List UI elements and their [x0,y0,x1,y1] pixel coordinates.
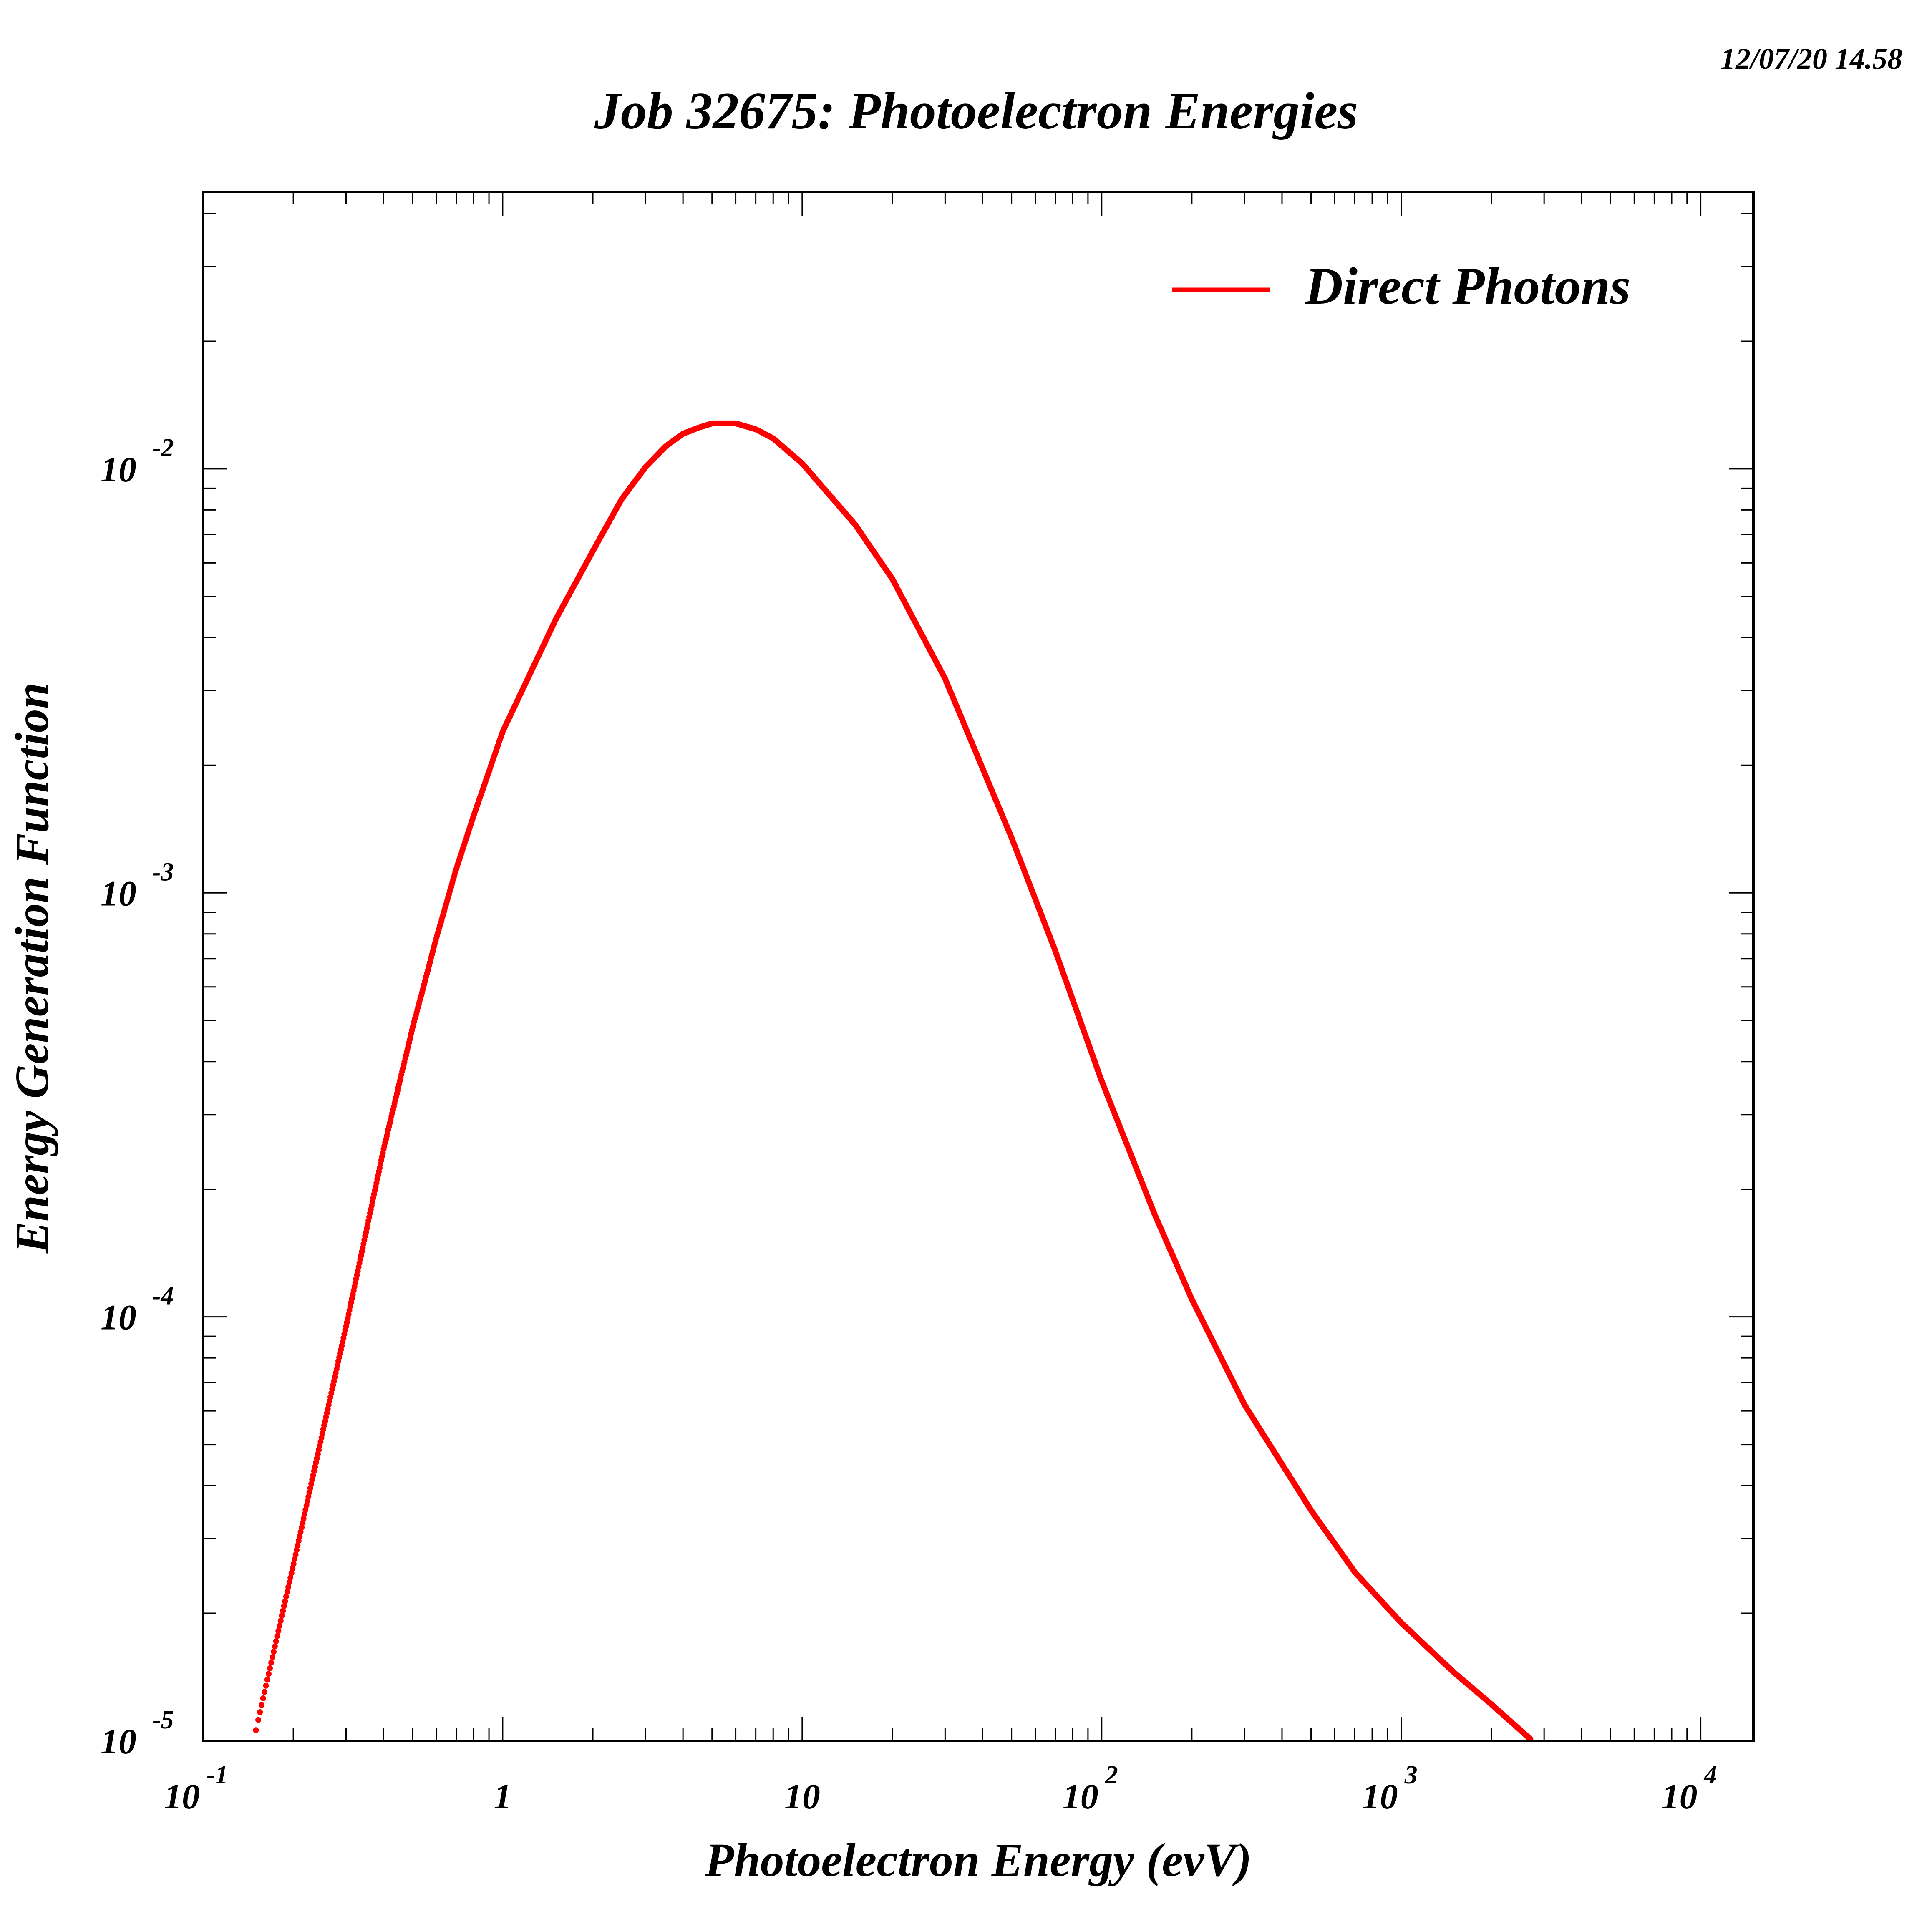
data-point [302,1511,307,1517]
data-point [283,1593,289,1599]
data-point [275,1628,282,1634]
data-point [277,1623,283,1629]
data-point [303,1502,310,1509]
data-point [264,1677,270,1683]
legend: Direct Photons [1172,257,1631,315]
axis-ticks [202,192,1753,1742]
y-tick-label-exponent: -4 [152,1282,174,1310]
data-point [299,1524,305,1531]
data-point [300,1520,306,1526]
x-tick-label-base: 10 [1063,1776,1098,1816]
data-point [266,1671,272,1677]
data-point [272,1643,278,1650]
y-tick-label-base: 10 [101,873,136,913]
x-tick-label-base: 10 [1362,1776,1398,1816]
y-tick-label-exponent: -5 [152,1706,174,1734]
data-point [274,1633,280,1639]
y-tick-label-base: 10 [101,1721,136,1761]
data-point [282,1598,288,1604]
data-point [260,1695,266,1701]
data-point [297,1533,303,1539]
data-point [280,1608,286,1614]
timestamp: 12/07/20 14.58 [1720,42,1902,76]
y-tick-label: 10 -5 [101,1706,174,1761]
data-point [286,1579,292,1585]
x-tick-label-base: 1 [494,1776,511,1816]
x-tick-label-base: 10 [1662,1776,1698,1816]
x-tick-label-exponent: 4 [1704,1761,1717,1789]
legend-label-direct-photons: Direct Photons [1305,257,1631,315]
data-point [292,1556,298,1562]
data-point [297,1529,304,1535]
series-direct-photons [253,420,1534,1742]
plot-frame [202,191,1755,1742]
y-tick-label-exponent: -3 [152,858,174,886]
data-point [292,1551,299,1558]
data-point [277,1618,284,1624]
data-point [284,1589,290,1595]
x-axis-label: Photoelectron Energy (evV) [705,1833,1252,1886]
data-point [259,1702,265,1708]
x-tick-label: 103 [1362,1761,1418,1816]
data-point [287,1574,294,1581]
plot-content [253,420,1534,1742]
data-point [253,1727,259,1733]
x-tick-label-exponent: 2 [1105,1761,1118,1789]
data-point [281,1603,287,1609]
x-tick-label-base: 10 [164,1776,200,1816]
y-tick-label-exponent: -2 [152,434,174,462]
data-point [271,1649,277,1655]
data-point [279,1613,285,1619]
y-tick-label-base: 10 [101,1297,136,1337]
data-point [302,1507,309,1513]
data-point [295,1542,301,1549]
x-tick-label: 10-1 [164,1761,228,1816]
data-point [295,1538,302,1544]
data-point [257,1709,263,1715]
data-point [290,1565,296,1572]
data-point [305,1493,312,1500]
chart-title: Job 32675: Photoelectron Energies [594,82,1358,140]
data-point [270,1654,276,1660]
x-tick-label: 102 [1063,1761,1118,1816]
x-tick-label: 1 [494,1776,511,1816]
x-tick-label-exponent: -1 [207,1761,228,1789]
data-point [288,1570,295,1576]
data-point [273,1638,279,1644]
data-point [285,1584,292,1590]
y-tick-label: 10 -4 [101,1282,174,1337]
data-point [290,1561,297,1567]
y-tick-label: 10 -3 [101,858,174,913]
data-point [263,1682,269,1689]
x-tick-label-exponent: 3 [1404,1761,1418,1789]
x-tick-label: 104 [1662,1761,1717,1816]
data-point [305,1498,310,1504]
data-point [268,1660,275,1666]
x-tick-label: 10 [784,1776,820,1816]
x-tick-label-base: 10 [784,1776,820,1816]
data-point [255,1717,261,1723]
data-point [262,1689,268,1695]
data-point [300,1516,307,1522]
data-point [267,1665,273,1671]
y-axis-label: Energy Generation Function [5,683,58,1254]
data-point [294,1547,300,1553]
y-tick-label-base: 10 [101,449,136,489]
y-tick-label: 10 -2 [101,434,174,489]
